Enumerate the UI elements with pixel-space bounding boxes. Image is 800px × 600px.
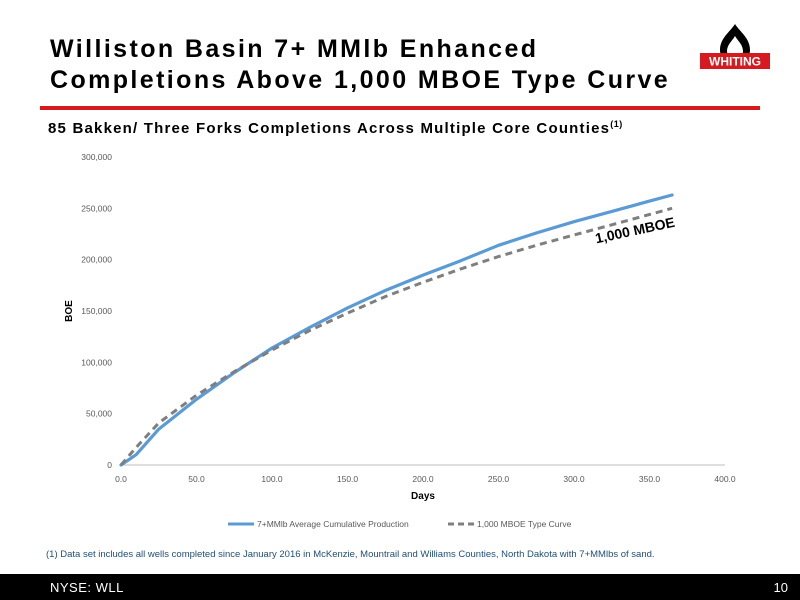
page-title-line2: Completions Above 1,000 MBOE Type Curve [50, 66, 671, 94]
y-tick-label: 150,000 [81, 306, 112, 316]
x-tick-label: 200.0 [412, 474, 434, 484]
x-axis-title: Days [411, 491, 435, 502]
x-tick-label: 100.0 [261, 474, 283, 484]
x-tick-label: 50.0 [188, 474, 205, 484]
y-tick-label: 250,000 [81, 203, 112, 213]
logo-text: WHITING [709, 55, 761, 69]
legend-label-2: 1,000 MBOE Type Curve [477, 519, 572, 529]
chart-subtitle-footnote-ref: (1) [610, 119, 623, 129]
page-title-line1: Williston Basin 7+ MMlb Enhanced [50, 35, 539, 63]
ticker-symbol: NYSE: WLL [50, 580, 124, 595]
y-tick-label: 100,000 [81, 357, 112, 367]
y-tick-label: 0 [107, 460, 112, 470]
chart-subtitle: 85 Bakken/ Three Forks Completions Acros… [48, 119, 623, 137]
y-tick-label: 50,000 [86, 409, 112, 419]
series-line-2 [119, 206, 673, 466]
legend-label-1: 7+MMlb Average Cumulative Production [257, 519, 409, 529]
logo-banner [700, 53, 770, 69]
x-tick-label: 150.0 [337, 474, 359, 484]
footer-bar: NYSE: WLL 10 [0, 574, 800, 600]
y-tick-label: 300,000 [81, 152, 112, 162]
y-tick-label: 200,000 [81, 255, 112, 265]
x-tick-label: 350.0 [639, 474, 661, 484]
title-divider [40, 106, 760, 110]
x-tick-label: 300.0 [563, 474, 585, 484]
chart-subtitle-text: 85 Bakken/ Three Forks Completions Acros… [48, 120, 611, 137]
type-curve-chart: 0 50,000 100,000 150,000 200,000 250,000 300,0… [64, 152, 736, 529]
x-tick-label: 0.0 [115, 474, 127, 484]
footnote: (1) Data set includes all wells complete… [46, 549, 655, 560]
x-tick-label: 400.0 [714, 474, 736, 484]
page-number: 10 [773, 580, 788, 595]
y-axis-title: BOE [64, 300, 75, 322]
whiting-logo: WHITING [700, 24, 770, 69]
chart-legend: 7+MMlb Average Cumulative Production 1,00… [228, 519, 572, 529]
x-tick-label: 250.0 [488, 474, 510, 484]
page-title: Williston Basin 7+ MMlb Enhanced Complet… [50, 34, 690, 96]
series-line-1 [119, 193, 674, 467]
